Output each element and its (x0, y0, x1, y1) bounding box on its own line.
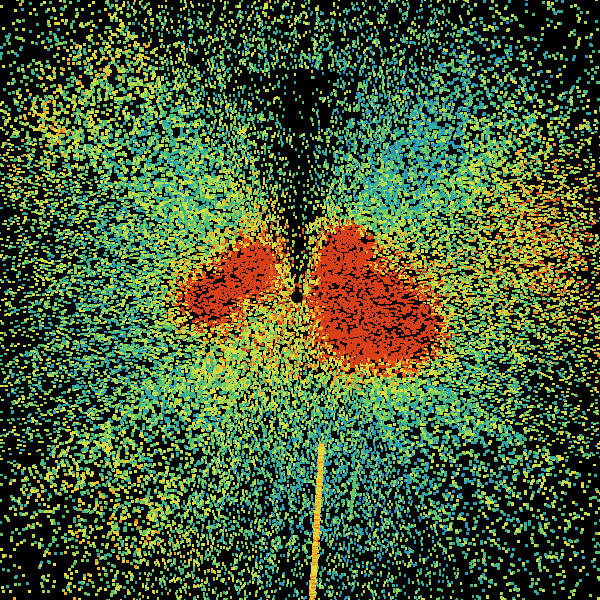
visualization-stage: Radial Intensity Scatter Map jet-like ra… (0, 0, 600, 600)
radial-intensity-scatter-plot (0, 0, 600, 600)
